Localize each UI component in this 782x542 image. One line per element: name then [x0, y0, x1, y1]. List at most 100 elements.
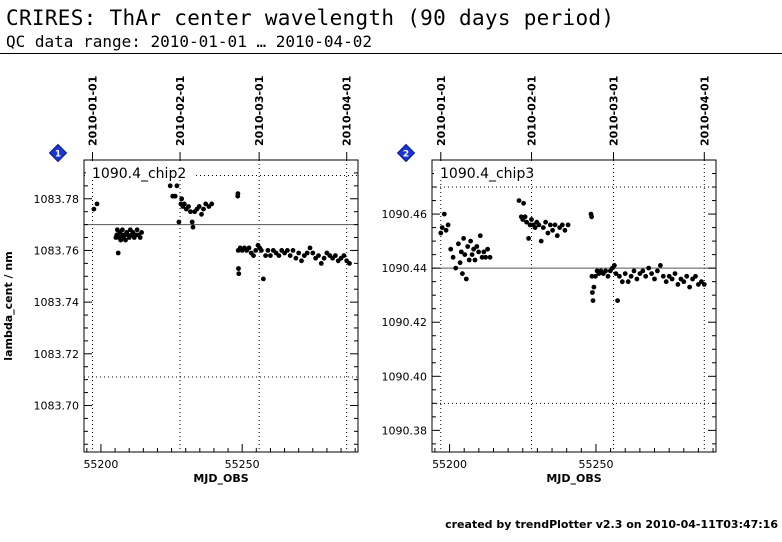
data-point: [445, 222, 451, 228]
data-point: [545, 230, 551, 236]
y-tick-label: 1083.72: [34, 348, 80, 361]
data-point: [655, 268, 660, 274]
data-point: [134, 227, 140, 233]
data-point: [675, 282, 681, 287]
data-point: [439, 225, 445, 231]
data-point: [458, 249, 464, 255]
data-point: [463, 276, 469, 282]
panel-number-badge: [48, 143, 68, 163]
data-point: [562, 227, 568, 233]
data-point: [321, 255, 327, 261]
data-point: [287, 253, 293, 258]
panel-number: 2: [403, 150, 409, 160]
data-point: [263, 253, 268, 258]
date-label: 2010-03-01: [253, 76, 266, 146]
panel-number: 1: [55, 150, 61, 160]
data-point: [441, 211, 447, 217]
data-point: [646, 265, 652, 271]
data-point: [438, 230, 444, 236]
data-point: [643, 273, 649, 279]
data-point: [622, 271, 628, 276]
data-point: [687, 284, 692, 290]
x-axis-title: MJD_OBS: [193, 472, 248, 485]
data-point: [479, 254, 485, 260]
data-point: [179, 196, 185, 202]
y-tick-label: 1090.42: [382, 316, 428, 329]
data-point: [120, 227, 125, 233]
data-point: [591, 284, 597, 290]
data-point: [532, 225, 538, 231]
y-tick-label: 1090.46: [382, 208, 428, 221]
plot-frame: [431, 159, 717, 453]
data-point: [613, 271, 619, 276]
data-point: [457, 260, 463, 266]
data-point: [235, 191, 241, 197]
data-point: [462, 252, 468, 257]
y-tick-label: 1090.38: [382, 424, 428, 437]
data-point: [203, 201, 209, 207]
data-point: [628, 273, 634, 279]
y-tick-label: 1083.76: [34, 244, 80, 257]
data-point: [167, 183, 173, 189]
data-point: [443, 227, 449, 233]
y-axis-title: lambda_cent / nm: [2, 251, 15, 360]
data-point: [318, 261, 324, 266]
x-tick-label: 55200: [432, 458, 467, 471]
data-point: [590, 298, 596, 303]
data-point: [471, 246, 476, 252]
y-tick-label: 1083.70: [34, 399, 80, 412]
title-divider: [0, 53, 782, 54]
data-point: [524, 219, 529, 225]
data-point: [316, 253, 321, 258]
panel-label: 1090.4_chip2: [92, 166, 186, 182]
data-point: [236, 271, 242, 277]
data-point: [461, 236, 466, 241]
data-point: [201, 206, 206, 212]
data-point: [341, 253, 347, 258]
data-point: [631, 268, 637, 274]
x-tick-label: 55200: [83, 458, 118, 471]
data-point: [550, 227, 555, 233]
data-point: [554, 233, 560, 239]
data-point: [139, 230, 145, 235]
data-point: [333, 253, 338, 258]
x-tick-label: 55250: [225, 458, 260, 471]
data-point: [460, 271, 465, 276]
date-label: 2010-01-01: [86, 76, 99, 146]
data-point: [477, 233, 483, 239]
data-point: [481, 249, 487, 255]
data-point: [466, 257, 472, 263]
data-point: [669, 276, 675, 282]
x-axis-title: MJD_OBS: [546, 472, 601, 485]
panel-label-background: [434, 162, 542, 180]
data-point: [615, 298, 620, 303]
data-point: [285, 248, 290, 253]
data-point: [684, 273, 690, 279]
data-point: [209, 201, 215, 207]
date-label: 2010-04-01: [698, 76, 711, 146]
data-point: [91, 206, 97, 212]
data-point: [658, 263, 663, 268]
date-label: 2010-01-01: [435, 76, 448, 146]
data-point: [634, 276, 640, 282]
data-point: [619, 279, 625, 285]
data-point: [246, 245, 252, 251]
data-point: [176, 219, 182, 225]
x-tick-label: 55250: [578, 458, 613, 471]
data-point: [456, 241, 461, 247]
panel-number-badge: [396, 143, 416, 163]
data-point: [529, 217, 534, 222]
data-point: [469, 252, 475, 257]
data-point: [304, 250, 310, 256]
data-point: [536, 222, 542, 228]
data-point: [540, 225, 546, 231]
data-point: [543, 219, 548, 225]
date-label: 2010-02-01: [174, 76, 187, 146]
data-point: [268, 253, 273, 258]
data-point: [190, 224, 196, 230]
data-point: [189, 219, 195, 225]
date-label: 2010-02-01: [526, 76, 539, 146]
data-point: [293, 255, 299, 261]
data-point: [605, 273, 611, 279]
data-point: [625, 279, 631, 285]
